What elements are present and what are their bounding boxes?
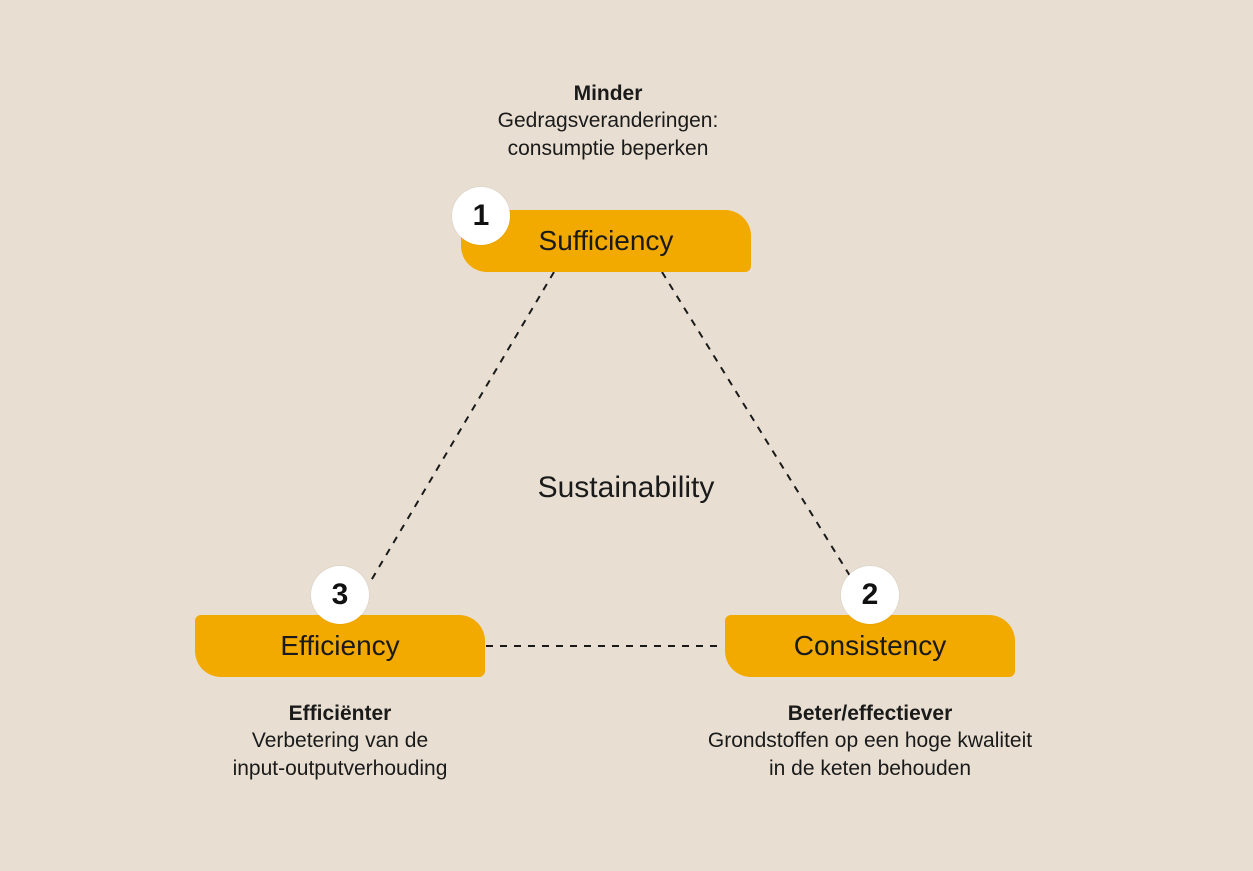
desc-line: input-outputverhouding [233,757,448,780]
node-badge-sufficiency: 1 [452,187,510,245]
desc-line: Verbetering van de [252,729,428,752]
center-label-sustainability: Sustainability [538,471,715,505]
edge-sufficiency-consistency [662,272,855,584]
node-description-efficiency: Efficiënter Verbetering van de input-out… [233,700,448,782]
node-badge-efficiency: 3 [311,566,369,624]
node-description-consistency: Beter/effectiever Grondstoffen op een ho… [708,700,1032,782]
sustainability-triangle-diagram: Sustainability Sufficiency 1 Minder Gedr… [0,0,1253,871]
edge-sufficiency-efficiency [369,272,554,584]
desc-line: consumptie beperken [508,137,709,160]
desc-bold: Minder [574,82,643,105]
desc-line: Grondstoffen op een hoge kwaliteit [708,729,1032,752]
node-pill-consistency: Consistency [725,615,1015,677]
desc-line: in de keten behouden [769,757,971,780]
desc-bold: Beter/effectiever [788,702,953,725]
node-badge-consistency: 2 [841,566,899,624]
node-pill-efficiency: Efficiency [195,615,485,677]
desc-line: Gedragsveranderingen: [498,109,719,132]
node-description-sufficiency: Minder Gedragsveranderingen: consumptie … [498,80,719,162]
desc-bold: Efficiënter [289,702,392,725]
